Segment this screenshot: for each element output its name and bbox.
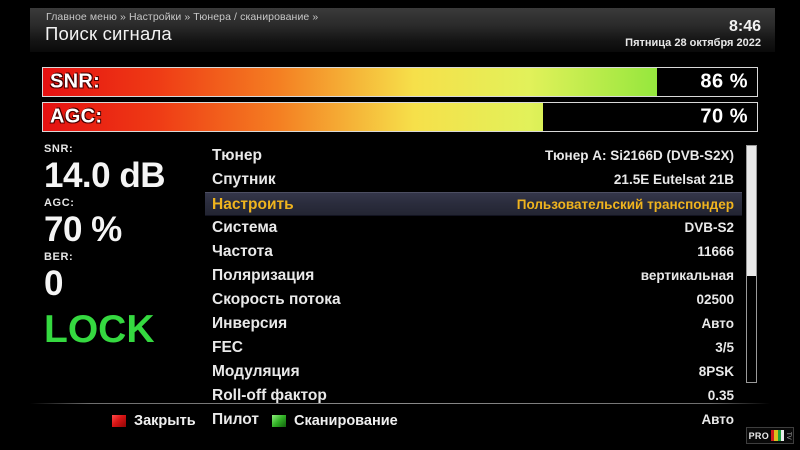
settings-row-value: 02500: [696, 292, 734, 307]
agc-meter-label: AGC:: [50, 105, 103, 128]
settings-row-key: Поляризация: [212, 267, 315, 284]
settings-row-key: Частота: [212, 243, 273, 260]
settings-row-value: вертикальная: [640, 268, 734, 283]
agc-meter-fill: [43, 103, 543, 131]
settings-row-key: Система: [212, 219, 278, 236]
scan-button-label: Сканирование: [294, 413, 398, 429]
red-key-icon: [112, 415, 126, 427]
close-button-label: Закрыть: [134, 413, 196, 429]
footer-divider: [30, 403, 770, 404]
page-title: Поиск сигнала: [45, 23, 172, 44]
agc-signal-meter: AGC: 70 %: [42, 102, 758, 132]
settings-row-key: Пилот: [212, 411, 259, 428]
settings-row-value: 0.35: [707, 388, 734, 403]
clock-date: Пятница 28 октября 2022: [625, 37, 761, 49]
settings-row[interactable]: Спутник 21.5E Eutelsat 21B: [205, 168, 742, 192]
settings-row[interactable]: Roll-off фактор 0.35: [205, 384, 742, 408]
list-scrollbar[interactable]: [746, 145, 757, 383]
settings-row-value: Авто: [701, 412, 734, 427]
settings-row[interactable]: Настроить Пользовательский транспондер: [205, 192, 742, 216]
settings-row[interactable]: Инверсия Авто: [205, 312, 742, 336]
tuner-settings-list[interactable]: Тюнер Тюнер A: Si2166D (DVB-S2X) Спутник 21…: [205, 144, 742, 432]
settings-row-value: 3/5: [715, 340, 734, 355]
watermark-color-bars-icon: [771, 430, 784, 441]
settings-row-value: Авто: [701, 316, 734, 331]
scrollbar-thumb[interactable]: [747, 146, 756, 276]
settings-row-key: Скорость потока: [212, 291, 341, 308]
settings-row-value: DVB-S2: [684, 220, 734, 235]
snr-signal-meter: SNR: 86 %: [42, 67, 758, 97]
settings-row-key: Модуляция: [212, 363, 300, 380]
agc-stat-caption: AGC:: [44, 197, 75, 209]
settings-row-key: Настроить: [212, 196, 294, 213]
settings-row[interactable]: FEC 3/5: [205, 336, 742, 360]
settings-row[interactable]: Модуляция 8PSK: [205, 360, 742, 384]
settings-row[interactable]: Поляризация вертикальная: [205, 264, 742, 288]
settings-row-key: Инверсия: [212, 315, 288, 332]
pro-watermark-logo: PRO TV: [745, 427, 794, 444]
breadcrumb: Главное меню » Настройки » Тюнера / скан…: [46, 11, 319, 23]
watermark-suffix: TV: [785, 431, 791, 440]
settings-row-value: Тюнер A: Si2166D (DVB-S2X): [544, 148, 734, 163]
settings-row-value: Пользовательский транспондер: [516, 197, 734, 212]
snr-meter-label: SNR:: [50, 70, 101, 93]
settings-row-key: Тюнер: [212, 147, 262, 164]
settings-row[interactable]: Скорость потока 02500: [205, 288, 742, 312]
settings-row-value: 11666: [697, 244, 734, 259]
snr-stat-value: 14.0 dB: [44, 156, 166, 195]
settings-row[interactable]: Тюнер Тюнер A: Si2166D (DVB-S2X): [205, 144, 742, 168]
settings-row-key: Roll-off фактор: [212, 387, 327, 404]
snr-stat-caption: SNR:: [44, 143, 74, 155]
agc-meter-value: 70 %: [700, 105, 748, 128]
snr-meter-value: 86 %: [700, 70, 748, 93]
ber-stat-value: 0: [44, 264, 63, 303]
settings-row[interactable]: Частота 11666: [205, 240, 742, 264]
settings-row-key: FEC: [212, 339, 243, 356]
agc-stat-value: 70 %: [44, 210, 122, 249]
header-bar: Главное меню » Настройки » Тюнера / скан…: [30, 8, 775, 52]
settings-row[interactable]: Пилот Авто: [205, 408, 742, 432]
signal-stats-panel: SNR: 14.0 dB AGC: 70 % BER: 0 LOCK: [44, 143, 194, 352]
clock-time: 8:46: [728, 18, 761, 35]
settings-row-value: 8PSK: [698, 364, 734, 379]
snr-meter-fill: [43, 68, 658, 96]
ber-stat-caption: BER:: [44, 251, 74, 263]
settings-row[interactable]: Система DVB-S2: [205, 216, 742, 240]
settings-row-key: Спутник: [212, 171, 276, 188]
settings-row-value: 21.5E Eutelsat 21B: [613, 172, 734, 187]
lock-status-badge: LOCK: [44, 308, 155, 351]
green-key-icon: [272, 415, 286, 427]
watermark-text: PRO: [748, 430, 769, 441]
